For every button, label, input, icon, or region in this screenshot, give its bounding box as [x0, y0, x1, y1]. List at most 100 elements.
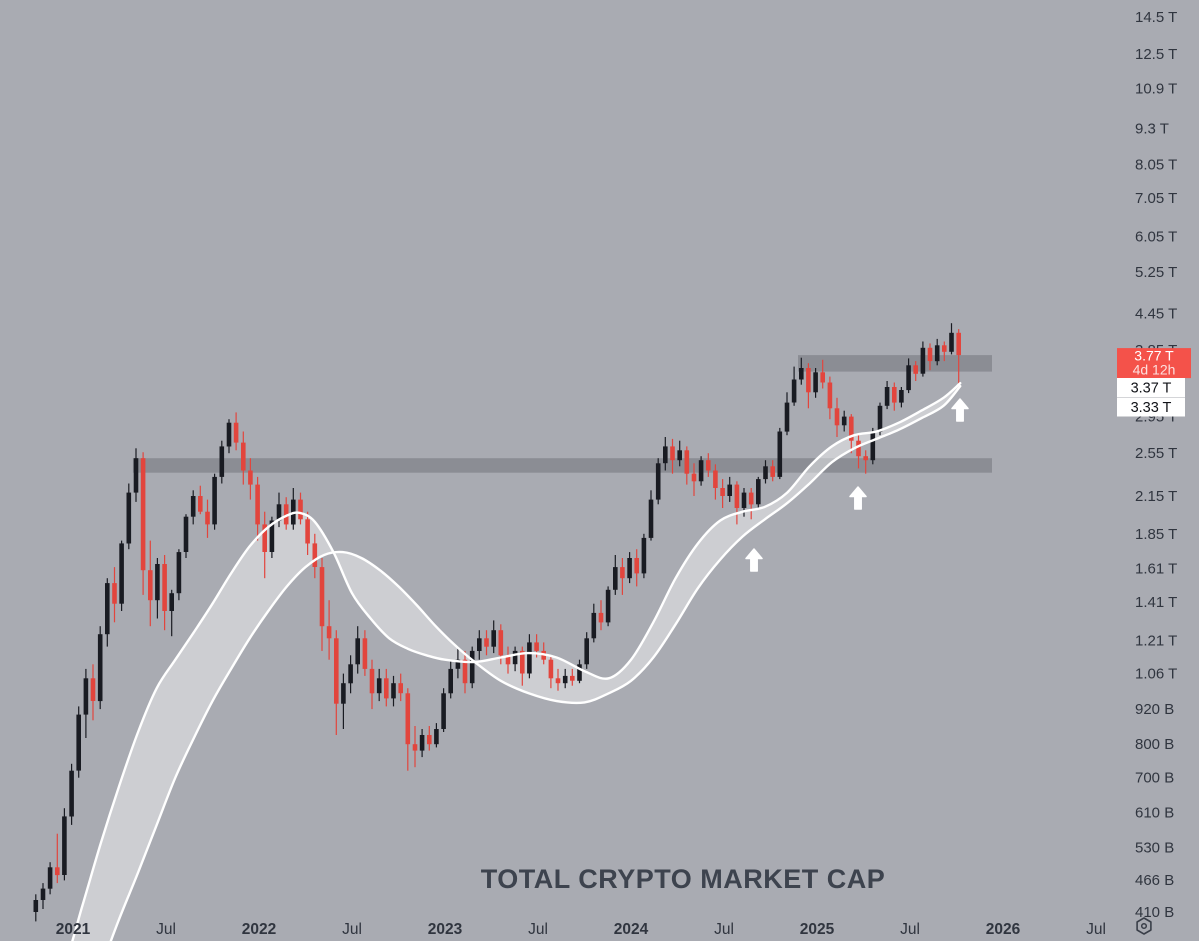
candle-body	[55, 867, 60, 876]
candle-body	[892, 387, 897, 403]
price-axis-label: 6.05 T	[1135, 228, 1177, 245]
candle-body	[169, 593, 174, 611]
candle-body	[706, 460, 711, 471]
time-axis-month-label: Jul	[714, 921, 734, 938]
candle-body	[713, 470, 718, 488]
price-axis-label: 14.5 T	[1135, 9, 1177, 26]
candle-body	[112, 583, 117, 604]
price-axis-label: 1.85 T	[1135, 526, 1177, 543]
candle-body	[419, 735, 425, 751]
ma-slow-price-badge	[1117, 397, 1185, 417]
candle-body	[784, 402, 790, 432]
candle-body	[777, 431, 783, 477]
price-axis-label: 7.05 T	[1135, 190, 1177, 207]
candle-body	[312, 543, 318, 567]
candle-body	[834, 408, 840, 426]
candlestick-series	[33, 323, 961, 922]
price-axis-label: 2.55 T	[1135, 445, 1177, 462]
price-axis-label: 2.15 T	[1135, 488, 1177, 505]
price-axis-label: 530 B	[1135, 840, 1174, 857]
candle-body	[870, 431, 876, 461]
candle-body	[441, 693, 446, 729]
candle-body	[198, 496, 203, 512]
time-axis-month-label: Jul	[156, 921, 176, 938]
candle-body	[298, 499, 303, 520]
ma-ribbon	[71, 382, 962, 941]
candle-body	[241, 442, 246, 471]
candle-body	[734, 484, 740, 508]
candle-body	[684, 450, 690, 474]
candle-body	[584, 638, 589, 665]
ma-fast-price-badge	[1117, 378, 1185, 397]
candle-body	[398, 683, 403, 694]
up-arrow-icon[interactable]	[849, 486, 867, 510]
bar-countdown: 4d 12h	[1133, 362, 1176, 378]
ma-slow-price-badge-value: 3.33 T	[1131, 400, 1172, 416]
candle-body	[348, 664, 353, 684]
candle-body	[33, 900, 39, 912]
candle-body	[791, 379, 797, 403]
candle-body	[133, 458, 139, 493]
candle-body	[255, 484, 260, 525]
candle-body	[469, 650, 475, 684]
price-axis-label: 1.21 T	[1135, 632, 1177, 649]
candle-body	[877, 405, 883, 432]
candle-body	[226, 422, 232, 447]
resistance-zones[interactable]	[132, 355, 992, 473]
candle-body	[806, 368, 811, 393]
candle-body	[627, 558, 632, 579]
up-arrow-icon[interactable]	[951, 398, 969, 422]
candle-body	[69, 770, 74, 817]
price-axis-badges: 3.77 T4d 12h 3.37 T 3.33 T	[1117, 348, 1191, 417]
gear-center-dot	[1140, 922, 1148, 930]
candle-body	[305, 519, 310, 544]
candle-body	[949, 332, 954, 352]
price-axis-label: 4.45 T	[1135, 305, 1177, 322]
price-axis-label: 9.3 T	[1135, 120, 1169, 137]
price-axis-label: 466 B	[1135, 872, 1174, 889]
time-axis-year-label: 2026	[986, 921, 1021, 938]
candle-body	[670, 446, 675, 461]
time-axis[interactable]: 2021 Jul 2022 Jul 2023 Jul 2024 Jul 2025 Jul 2026 J…	[56, 921, 1106, 938]
resistance-zone-3.6T[interactable]	[798, 355, 992, 372]
candle-body	[884, 387, 890, 406]
candle-body	[126, 492, 132, 544]
candle-body	[205, 511, 210, 525]
candle-body	[942, 345, 947, 352]
candle-body	[76, 714, 81, 771]
candle-body	[276, 504, 282, 521]
candle-body	[520, 650, 525, 674]
candle-body	[326, 626, 332, 639]
candle-body	[956, 332, 961, 356]
candle-body	[376, 678, 382, 694]
up-arrow-annotations[interactable]	[745, 398, 969, 572]
price-axis-label: 1.41 T	[1135, 594, 1177, 611]
candle-body	[799, 368, 804, 380]
price-axis-settings-icon[interactable]	[1136, 917, 1152, 935]
candle-body	[527, 642, 532, 674]
price-axis-label: 800 B	[1135, 736, 1174, 753]
ma-slow-line	[109, 385, 962, 941]
time-axis-year-label: 2023	[428, 921, 463, 938]
candle-body	[427, 735, 432, 745]
candle-body	[140, 458, 146, 571]
candle-body	[105, 583, 110, 635]
price-axis-label: 920 B	[1135, 701, 1174, 718]
candle-body	[405, 693, 411, 745]
candle-body	[841, 416, 847, 426]
candle-body	[362, 638, 368, 669]
candle-body	[155, 564, 160, 601]
candle-body	[591, 612, 597, 639]
chart-watermark-title: TOTAL CRYPTO MARKET CAP	[480, 864, 886, 894]
candle-body	[119, 543, 124, 604]
candle-body	[663, 446, 668, 464]
candle-body	[455, 659, 461, 669]
candle-body	[577, 664, 582, 681]
candle-body	[341, 683, 346, 704]
candle-body	[913, 365, 918, 374]
candle-body	[83, 678, 89, 715]
resistance-zone-2.4T[interactable]	[132, 458, 992, 473]
up-arrow-icon[interactable]	[745, 548, 763, 572]
